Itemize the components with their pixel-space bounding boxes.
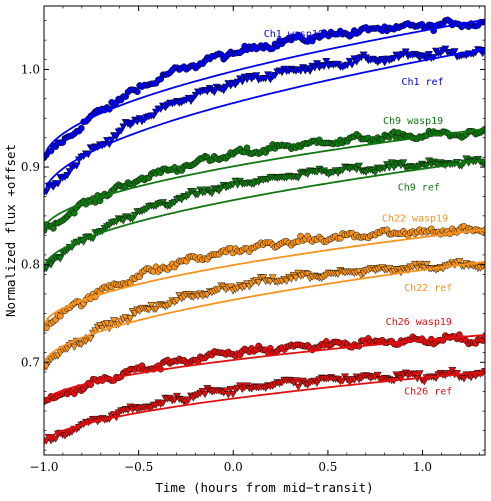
series-ch1-wasp19	[44, 16, 485, 162]
data-point	[201, 390, 209, 399]
model-curve	[44, 334, 485, 403]
series-label: Ch1 ref	[401, 77, 443, 88]
x-tick-label: 0.5	[318, 460, 337, 474]
model-curve	[44, 48, 485, 195]
y-tick-label: 0.9	[21, 160, 40, 174]
model-curve	[44, 128, 485, 230]
model-curve	[44, 260, 485, 365]
data-point	[54, 180, 62, 188]
data-point	[173, 297, 181, 305]
data-point	[134, 88, 141, 95]
model-curve	[44, 159, 485, 268]
data-point	[47, 261, 55, 269]
series-label: Ch22 ref	[404, 283, 452, 294]
data-point	[385, 164, 394, 172]
data-point	[194, 191, 202, 199]
x-tick-label: 1.0	[413, 460, 432, 474]
y-tick-label: 0.7	[21, 355, 40, 369]
data-point	[110, 317, 118, 325]
data-point	[44, 265, 51, 273]
y-tick-label: 1.0	[21, 62, 40, 76]
data-point	[422, 261, 431, 269]
data-point	[210, 88, 219, 97]
series-ch9-ref	[44, 155, 485, 274]
x-axis-label: Time (hours from mid−transit)	[155, 480, 373, 495]
data-point	[222, 387, 230, 395]
series-group	[44, 16, 485, 446]
series-label: Ch26 wasp19	[386, 317, 452, 328]
data-point	[411, 371, 419, 379]
axes-frame	[43, 5, 486, 456]
model-curve	[44, 18, 485, 159]
series-ch22-wasp19	[44, 223, 485, 332]
data-point	[126, 315, 135, 323]
axis-ticks: −1.0 −0.5 0.0 0.5 1.0 0.7 0.8 0.9 1.0	[21, 6, 485, 474]
x-tick-label: −0.5	[124, 460, 153, 474]
series-label: Ch1 wasp19	[264, 29, 324, 40]
model-curve	[44, 371, 485, 444]
data-point	[71, 209, 78, 217]
data-point	[86, 335, 95, 343]
data-point	[78, 124, 85, 132]
data-point	[229, 390, 237, 399]
data-point	[415, 370, 424, 378]
data-point	[320, 63, 328, 71]
data-point	[481, 160, 485, 168]
data-point	[455, 258, 464, 266]
x-tick-label: −1.0	[29, 460, 58, 474]
data-point	[294, 174, 303, 182]
data-point	[147, 301, 156, 310]
data-point	[107, 136, 116, 144]
data-point	[268, 274, 277, 282]
data-point	[159, 399, 167, 407]
plot-area: Ch1 wasp19 Ch1 ref Ch9 wasp19 Ch9 ref Ch22 w…	[44, 16, 485, 446]
data-point	[373, 371, 382, 380]
data-point	[112, 133, 121, 141]
series-label: Ch26 ref	[404, 387, 452, 398]
data-point	[371, 169, 380, 177]
series-label: Ch22 wasp19	[382, 214, 448, 225]
series-ch22-ref	[44, 258, 485, 372]
data-point	[348, 61, 356, 69]
data-point	[422, 162, 431, 170]
data-point	[292, 274, 300, 282]
data-point	[294, 383, 303, 391]
data-point	[72, 162, 81, 170]
data-point	[103, 137, 111, 145]
data-point	[70, 343, 79, 351]
x-tick-label: 0.0	[224, 460, 243, 474]
y-axis-label: Normalized flux +offset	[3, 144, 18, 317]
data-point	[355, 162, 363, 170]
data-point	[145, 306, 153, 314]
data-point	[481, 262, 485, 270]
series-ch1-ref	[44, 45, 485, 197]
data-point	[238, 78, 247, 86]
data-point	[208, 190, 216, 198]
data-point	[450, 48, 459, 56]
data-point	[441, 45, 450, 53]
series-label: Ch9 wasp19	[383, 116, 443, 127]
data-point	[224, 391, 233, 399]
series-ch26-wasp19	[44, 331, 485, 405]
data-point	[56, 255, 65, 263]
data-point	[399, 159, 408, 167]
series-ch9-wasp19	[44, 125, 485, 234]
y-tick-label: 0.8	[21, 258, 40, 272]
data-point	[345, 57, 354, 66]
data-point	[254, 279, 263, 287]
series-ch26-ref	[44, 366, 485, 446]
model-curve	[44, 228, 485, 326]
series-label: Ch9 ref	[398, 183, 440, 194]
data-point	[51, 435, 60, 443]
data-point	[306, 67, 314, 75]
